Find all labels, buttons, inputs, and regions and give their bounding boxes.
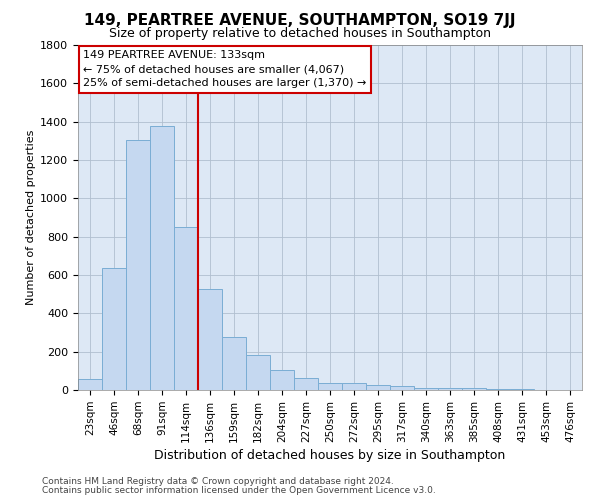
Bar [486, 389, 510, 390]
Bar [342, 384, 366, 390]
Bar [510, 389, 534, 390]
Bar [222, 336, 246, 390]
Bar [462, 388, 486, 390]
Text: Contains HM Land Registry data © Crown copyright and database right 2024.: Contains HM Land Registry data © Crown c… [42, 477, 394, 486]
Text: 149 PEARTREE AVENUE: 133sqm
← 75% of detached houses are smaller (4,067)
25% of : 149 PEARTREE AVENUE: 133sqm ← 75% of det… [83, 50, 367, 88]
Text: 149, PEARTREE AVENUE, SOUTHAMPTON, SO19 7JJ: 149, PEARTREE AVENUE, SOUTHAMPTON, SO19 … [84, 12, 516, 28]
Bar [150, 126, 174, 390]
Bar [414, 388, 438, 390]
Text: Size of property relative to detached houses in Southampton: Size of property relative to detached ho… [109, 28, 491, 40]
Bar [102, 268, 126, 390]
Text: Contains public sector information licensed under the Open Government Licence v3: Contains public sector information licen… [42, 486, 436, 495]
Bar [390, 386, 414, 390]
Bar [174, 228, 198, 390]
Bar [198, 290, 222, 390]
Bar [318, 382, 342, 390]
Bar [78, 380, 102, 390]
Bar [246, 355, 270, 390]
Bar [126, 140, 150, 390]
Y-axis label: Number of detached properties: Number of detached properties [26, 130, 36, 305]
Bar [294, 378, 318, 390]
X-axis label: Distribution of detached houses by size in Southampton: Distribution of detached houses by size … [154, 449, 506, 462]
Bar [366, 384, 390, 390]
Bar [270, 370, 294, 390]
Bar [438, 388, 462, 390]
